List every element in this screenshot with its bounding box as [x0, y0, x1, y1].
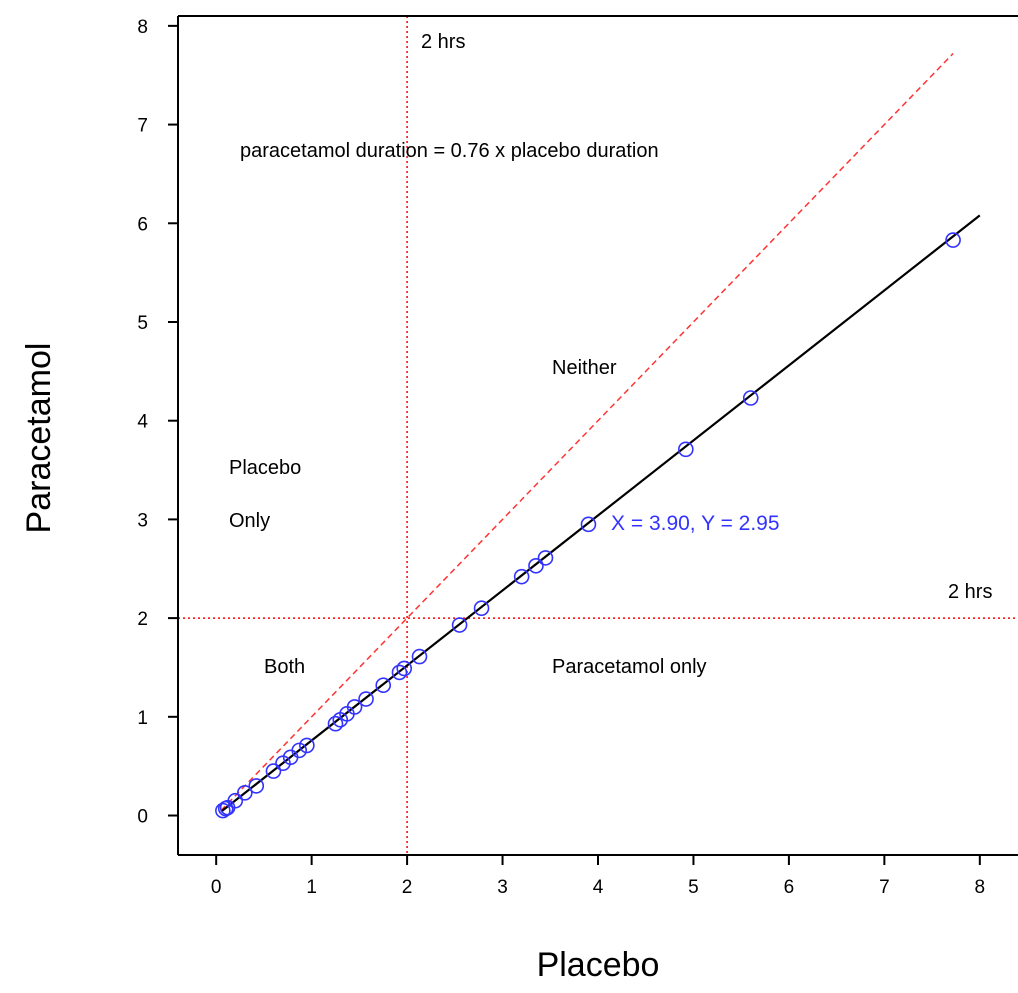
x-tick-label: 2 — [402, 877, 413, 898]
x-tick-label: 8 — [975, 877, 986, 898]
x-tick-label: 5 — [688, 877, 699, 898]
region-both-label: Both — [264, 656, 305, 678]
x-axis-title: Placebo — [537, 946, 660, 984]
y-axis-title: Paracetamol — [20, 343, 58, 534]
regression-line — [220, 214, 981, 813]
data-point — [580, 516, 597, 533]
data-point — [248, 778, 265, 794]
x-tick-label: 3 — [497, 877, 508, 898]
y-tick-label: 6 — [137, 214, 148, 235]
data-point — [396, 660, 413, 677]
y-tick-label: 4 — [137, 412, 148, 433]
identity-line — [220, 52, 954, 812]
y-tick-label: 2 — [137, 609, 148, 630]
x-tick-label: 4 — [593, 877, 604, 898]
data-points — [215, 232, 961, 819]
data-point — [391, 664, 408, 681]
data-point — [742, 390, 759, 406]
x-tick-label: 1 — [306, 877, 317, 898]
y-tick-label: 0 — [137, 807, 148, 828]
data-point — [299, 737, 315, 754]
x-tick-label: 6 — [784, 877, 795, 898]
data-point — [358, 691, 374, 707]
region-placebo-only-label-1: Placebo — [229, 457, 301, 479]
region-placebo-only-label-2: Only — [229, 510, 270, 532]
x-tick-label: 7 — [879, 877, 890, 898]
data-point — [451, 617, 468, 633]
fit-lines — [220, 52, 981, 813]
horizontal-threshold-label: 2 hrs — [948, 581, 992, 603]
highlight-point-label: X = 3.90, Y = 2.95 — [611, 512, 780, 535]
data-point — [327, 715, 344, 732]
vertical-threshold-label: 2 hrs — [421, 31, 465, 53]
y-tick-label: 3 — [137, 510, 148, 531]
region-paracetamol-only-label: Paracetamol only — [552, 656, 707, 678]
y-tick-label: 1 — [137, 708, 148, 729]
data-point — [528, 557, 544, 574]
data-point — [537, 550, 554, 566]
y-tick-label: 7 — [137, 116, 148, 137]
data-point — [513, 568, 530, 585]
region-neither-label: Neither — [552, 357, 617, 379]
y-tick-label: 5 — [137, 313, 148, 334]
data-point — [411, 648, 428, 665]
y-tick-label: 8 — [137, 17, 148, 38]
data-point — [227, 792, 244, 809]
data-point — [237, 785, 253, 801]
data-point — [678, 441, 694, 458]
equation-label: paracetamol duration = 0.76 x placebo du… — [240, 140, 659, 162]
data-point — [473, 600, 490, 617]
data-point — [291, 742, 308, 759]
data-point — [375, 677, 392, 694]
axes: 0 1 2 3 4 5 6 7 8 0 1 2 3 4 5 6 7 8 — [137, 15, 1018, 898]
data-point — [945, 232, 961, 248]
data-point — [265, 763, 282, 779]
x-tick-label: 0 — [211, 877, 222, 898]
threshold-lines — [178, 16, 1018, 855]
data-point — [346, 699, 363, 715]
